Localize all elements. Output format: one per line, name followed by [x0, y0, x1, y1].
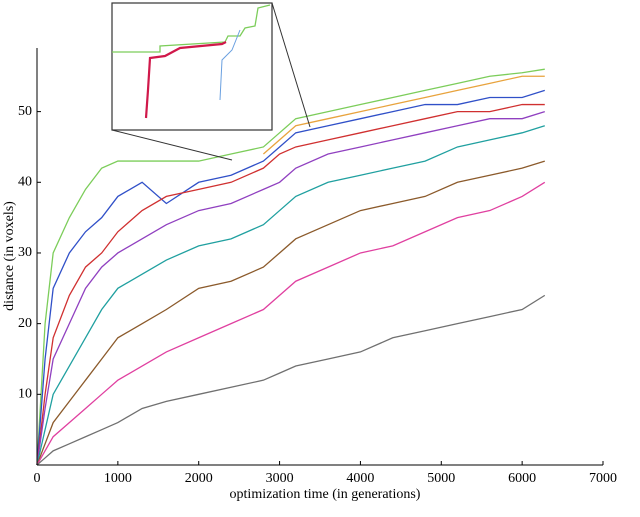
inset-frame: [111, 2, 273, 131]
y-tick-label: 10: [18, 387, 32, 402]
y-tick-label: 30: [18, 245, 32, 260]
inset-lineage: [112, 4, 271, 53]
plot: [36, 68, 546, 466]
inset-connector: [271, 2, 311, 128]
x-tick-label: 3000: [266, 471, 294, 486]
lineage-line: [36, 125, 545, 466]
y-tick-label: 40: [18, 175, 32, 190]
x-tick-label: 6000: [508, 471, 536, 486]
lineage-line: [36, 160, 545, 466]
inset: [111, 2, 311, 161]
lineage-line: [262, 75, 545, 155]
lineage-line: [36, 89, 545, 466]
x-tick-label: 5000: [427, 471, 455, 486]
x-tick-label: 7000: [589, 471, 617, 486]
lineage-line: [36, 110, 545, 466]
x-tick-label: 4000: [346, 471, 374, 486]
lineage-line: [36, 68, 545, 466]
y-axis-label: distance (in voxels): [2, 201, 17, 311]
y-tick-label: 50: [18, 104, 32, 119]
x-tick-label: 2000: [185, 471, 213, 486]
inset-connector: [111, 129, 233, 161]
x-tick-label: 1000: [104, 471, 132, 486]
lineage-line: [36, 181, 546, 466]
y-tick-label: 20: [18, 316, 32, 331]
inset-lineage: [144, 41, 227, 119]
lineage-line: [36, 294, 546, 466]
inset-lineage: [219, 29, 241, 101]
x-tick-label: 0: [34, 471, 41, 486]
x-axis-label: optimization time (in generations): [230, 487, 421, 502]
lineage-line: [36, 103, 545, 466]
